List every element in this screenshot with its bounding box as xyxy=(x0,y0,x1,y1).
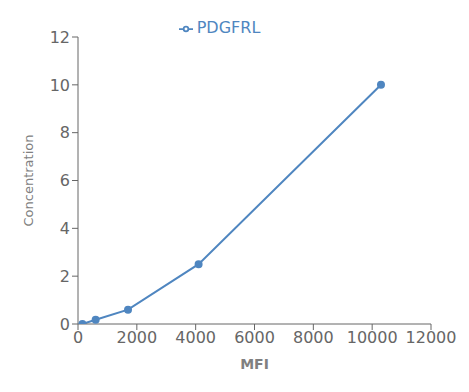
svg-text:2: 2 xyxy=(60,267,70,286)
svg-text:4: 4 xyxy=(60,219,70,238)
svg-text:2000: 2000 xyxy=(116,328,157,347)
svg-text:12: 12 xyxy=(50,28,70,47)
html-text:PDGFRL: PDGFRL xyxy=(196,18,261,37)
svg-text:4000: 4000 xyxy=(175,328,216,347)
svg-text:8: 8 xyxy=(60,123,70,142)
svg-text:8000: 8000 xyxy=(293,328,334,347)
svg-text:MFI: MFI xyxy=(240,356,269,372)
svg-text:0: 0 xyxy=(73,328,83,347)
svg-text:6000: 6000 xyxy=(234,328,275,347)
svg-text:Concentration: Concentration xyxy=(21,135,36,227)
svg-text:6: 6 xyxy=(60,171,70,190)
svg-text:0: 0 xyxy=(60,315,70,334)
svg-text:12000: 12000 xyxy=(406,328,457,347)
svg-text:10: 10 xyxy=(50,76,70,95)
svg-text:10000: 10000 xyxy=(347,328,398,347)
